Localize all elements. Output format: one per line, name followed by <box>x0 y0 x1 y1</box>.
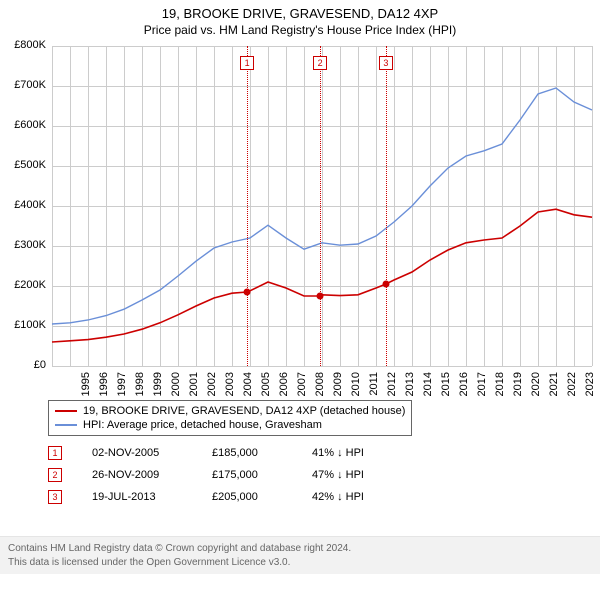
sale-vline <box>386 46 387 366</box>
sale-marker-box: 2 <box>313 56 327 70</box>
sale-vline <box>320 46 321 366</box>
sale-dot <box>244 289 251 296</box>
sale-dot <box>382 281 389 288</box>
series-hpi <box>52 88 592 324</box>
chart-container: 19, BROOKE DRIVE, GRAVESEND, DA12 4XP Pr… <box>0 0 600 590</box>
sale-vline <box>247 46 248 366</box>
series-property <box>52 209 592 342</box>
sale-dot <box>317 293 324 300</box>
sale-marker-box: 3 <box>379 56 393 70</box>
line-layer <box>0 0 600 590</box>
sale-marker-box: 1 <box>240 56 254 70</box>
